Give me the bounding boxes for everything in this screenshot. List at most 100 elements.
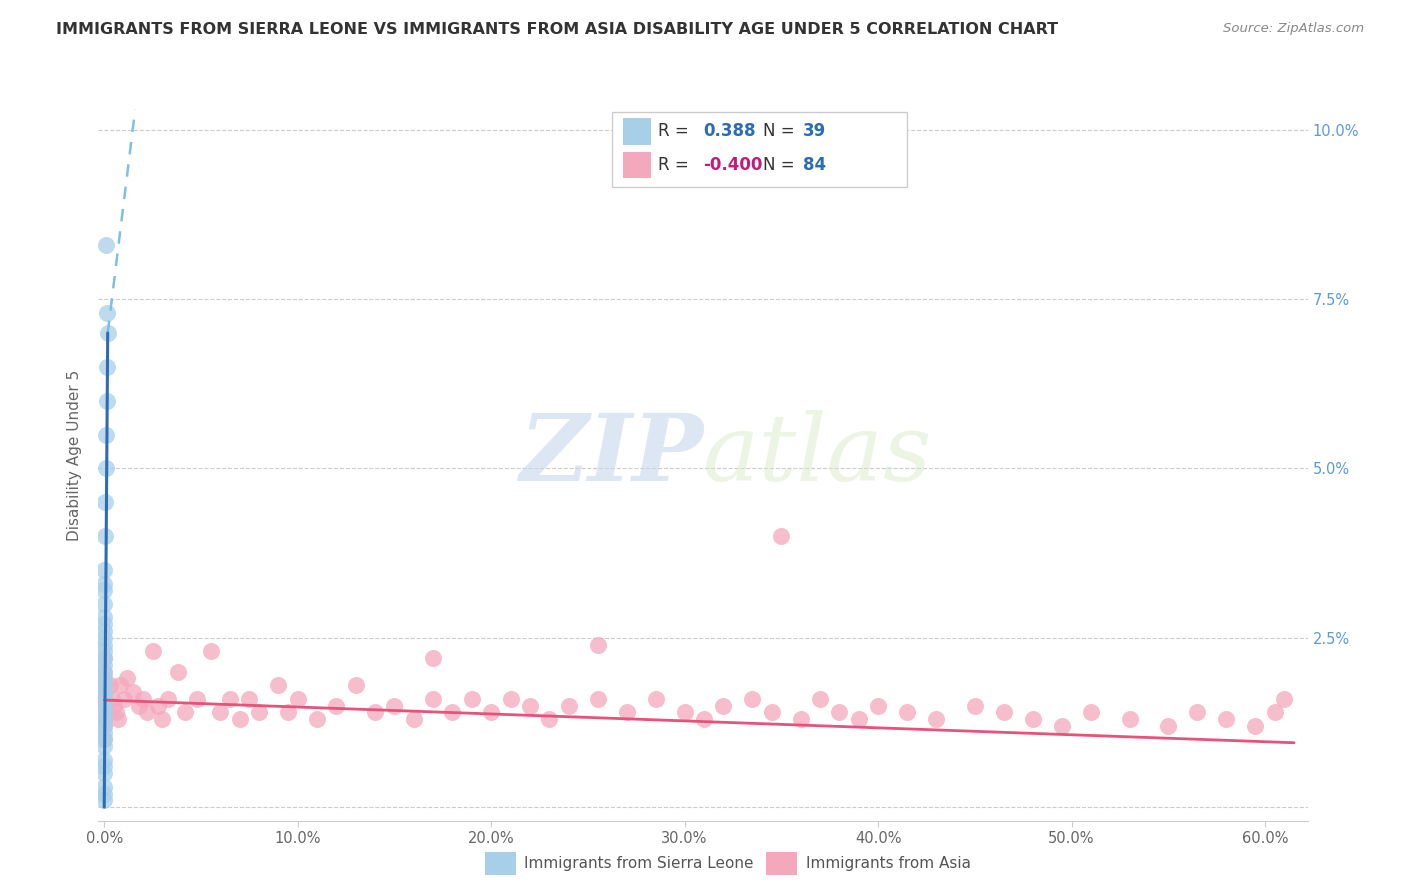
Point (93, 576, 115, 591)
Point (93, 712, 115, 726)
Point (96, 393, 118, 408)
Point (364, 706, 387, 720)
Point (693, 712, 716, 726)
Point (93, 759, 115, 773)
Point (93, 631, 115, 645)
Point (93, 698, 115, 713)
Point (157, 691, 180, 706)
Point (741, 691, 763, 706)
Point (93, 780, 115, 794)
Point (1244, 719, 1267, 733)
Point (557, 698, 579, 713)
Point (238, 691, 260, 706)
Point (711, 698, 734, 713)
Point (93, 563, 115, 577)
Point (896, 706, 918, 720)
Point (770, 529, 793, 543)
Point (808, 691, 831, 706)
Point (93, 793, 115, 807)
Point (93, 678, 115, 692)
Point (93, 691, 115, 706)
Point (1157, 719, 1180, 733)
Point (93, 753, 115, 767)
Point (93, 698, 115, 713)
Point (93, 725, 115, 739)
Point (93, 732, 115, 747)
Point (616, 706, 638, 720)
Point (174, 706, 197, 720)
Point (93, 638, 115, 652)
Point (325, 698, 347, 713)
Text: R =: R = (658, 156, 695, 174)
Point (97, 326, 120, 340)
Point (108, 678, 131, 692)
Point (384, 698, 406, 713)
Text: 84: 84 (803, 156, 825, 174)
Point (761, 706, 783, 720)
Point (673, 706, 696, 720)
Point (789, 712, 811, 726)
Point (103, 698, 125, 713)
Point (1272, 691, 1295, 706)
Point (402, 712, 425, 726)
Point (93, 651, 115, 665)
Text: ZIP: ZIP (519, 410, 703, 500)
Point (441, 706, 464, 720)
Point (101, 691, 124, 706)
Text: R =: R = (658, 122, 695, 140)
Point (247, 706, 270, 720)
Point (422, 691, 444, 706)
Point (499, 691, 522, 706)
Point (848, 712, 870, 726)
Point (93, 685, 115, 699)
Point (538, 712, 561, 726)
Point (128, 698, 150, 713)
Point (93, 672, 115, 686)
Text: IMMIGRANTS FROM SIERRA LEONE VS IMMIGRANTS FROM ASIA DISABILITY AGE UNDER 5 CORR: IMMIGRANTS FROM SIERRA LEONE VS IMMIGRAN… (56, 22, 1059, 37)
Point (287, 691, 309, 706)
Point (93, 657, 115, 672)
Point (93, 678, 115, 692)
Point (93, 706, 115, 720)
Point (1080, 706, 1102, 720)
Point (868, 698, 890, 713)
Point (142, 644, 165, 658)
Point (135, 706, 157, 720)
Point (422, 651, 444, 665)
Point (1187, 706, 1209, 720)
Text: 0.388: 0.388 (703, 122, 755, 140)
Point (122, 685, 145, 699)
Text: atlas: atlas (703, 410, 932, 500)
Point (209, 706, 232, 720)
Point (586, 638, 609, 652)
Y-axis label: Disability Age Under 5: Disability Age Under 5 (67, 369, 83, 541)
Point (94, 461, 117, 475)
Point (107, 712, 129, 726)
Point (200, 644, 222, 658)
Point (96, 306, 118, 320)
Point (94, 529, 117, 543)
Point (93, 610, 115, 624)
Point (93, 665, 115, 679)
Point (96, 427, 118, 442)
Point (267, 678, 290, 692)
Point (148, 698, 170, 713)
Point (93, 712, 115, 726)
Point (93, 719, 115, 733)
Text: -0.400: -0.400 (703, 156, 762, 174)
Point (344, 678, 367, 692)
Point (93, 597, 115, 611)
Point (93, 766, 115, 780)
Point (112, 691, 135, 706)
Point (228, 712, 250, 726)
Point (94, 238, 117, 252)
Point (104, 706, 127, 720)
Text: N =: N = (763, 156, 800, 174)
Point (132, 691, 155, 706)
Point (925, 712, 948, 726)
Point (277, 706, 299, 720)
Point (963, 698, 986, 713)
Text: Immigrants from Asia: Immigrants from Asia (806, 856, 970, 871)
Point (828, 706, 851, 720)
Point (93, 651, 115, 665)
